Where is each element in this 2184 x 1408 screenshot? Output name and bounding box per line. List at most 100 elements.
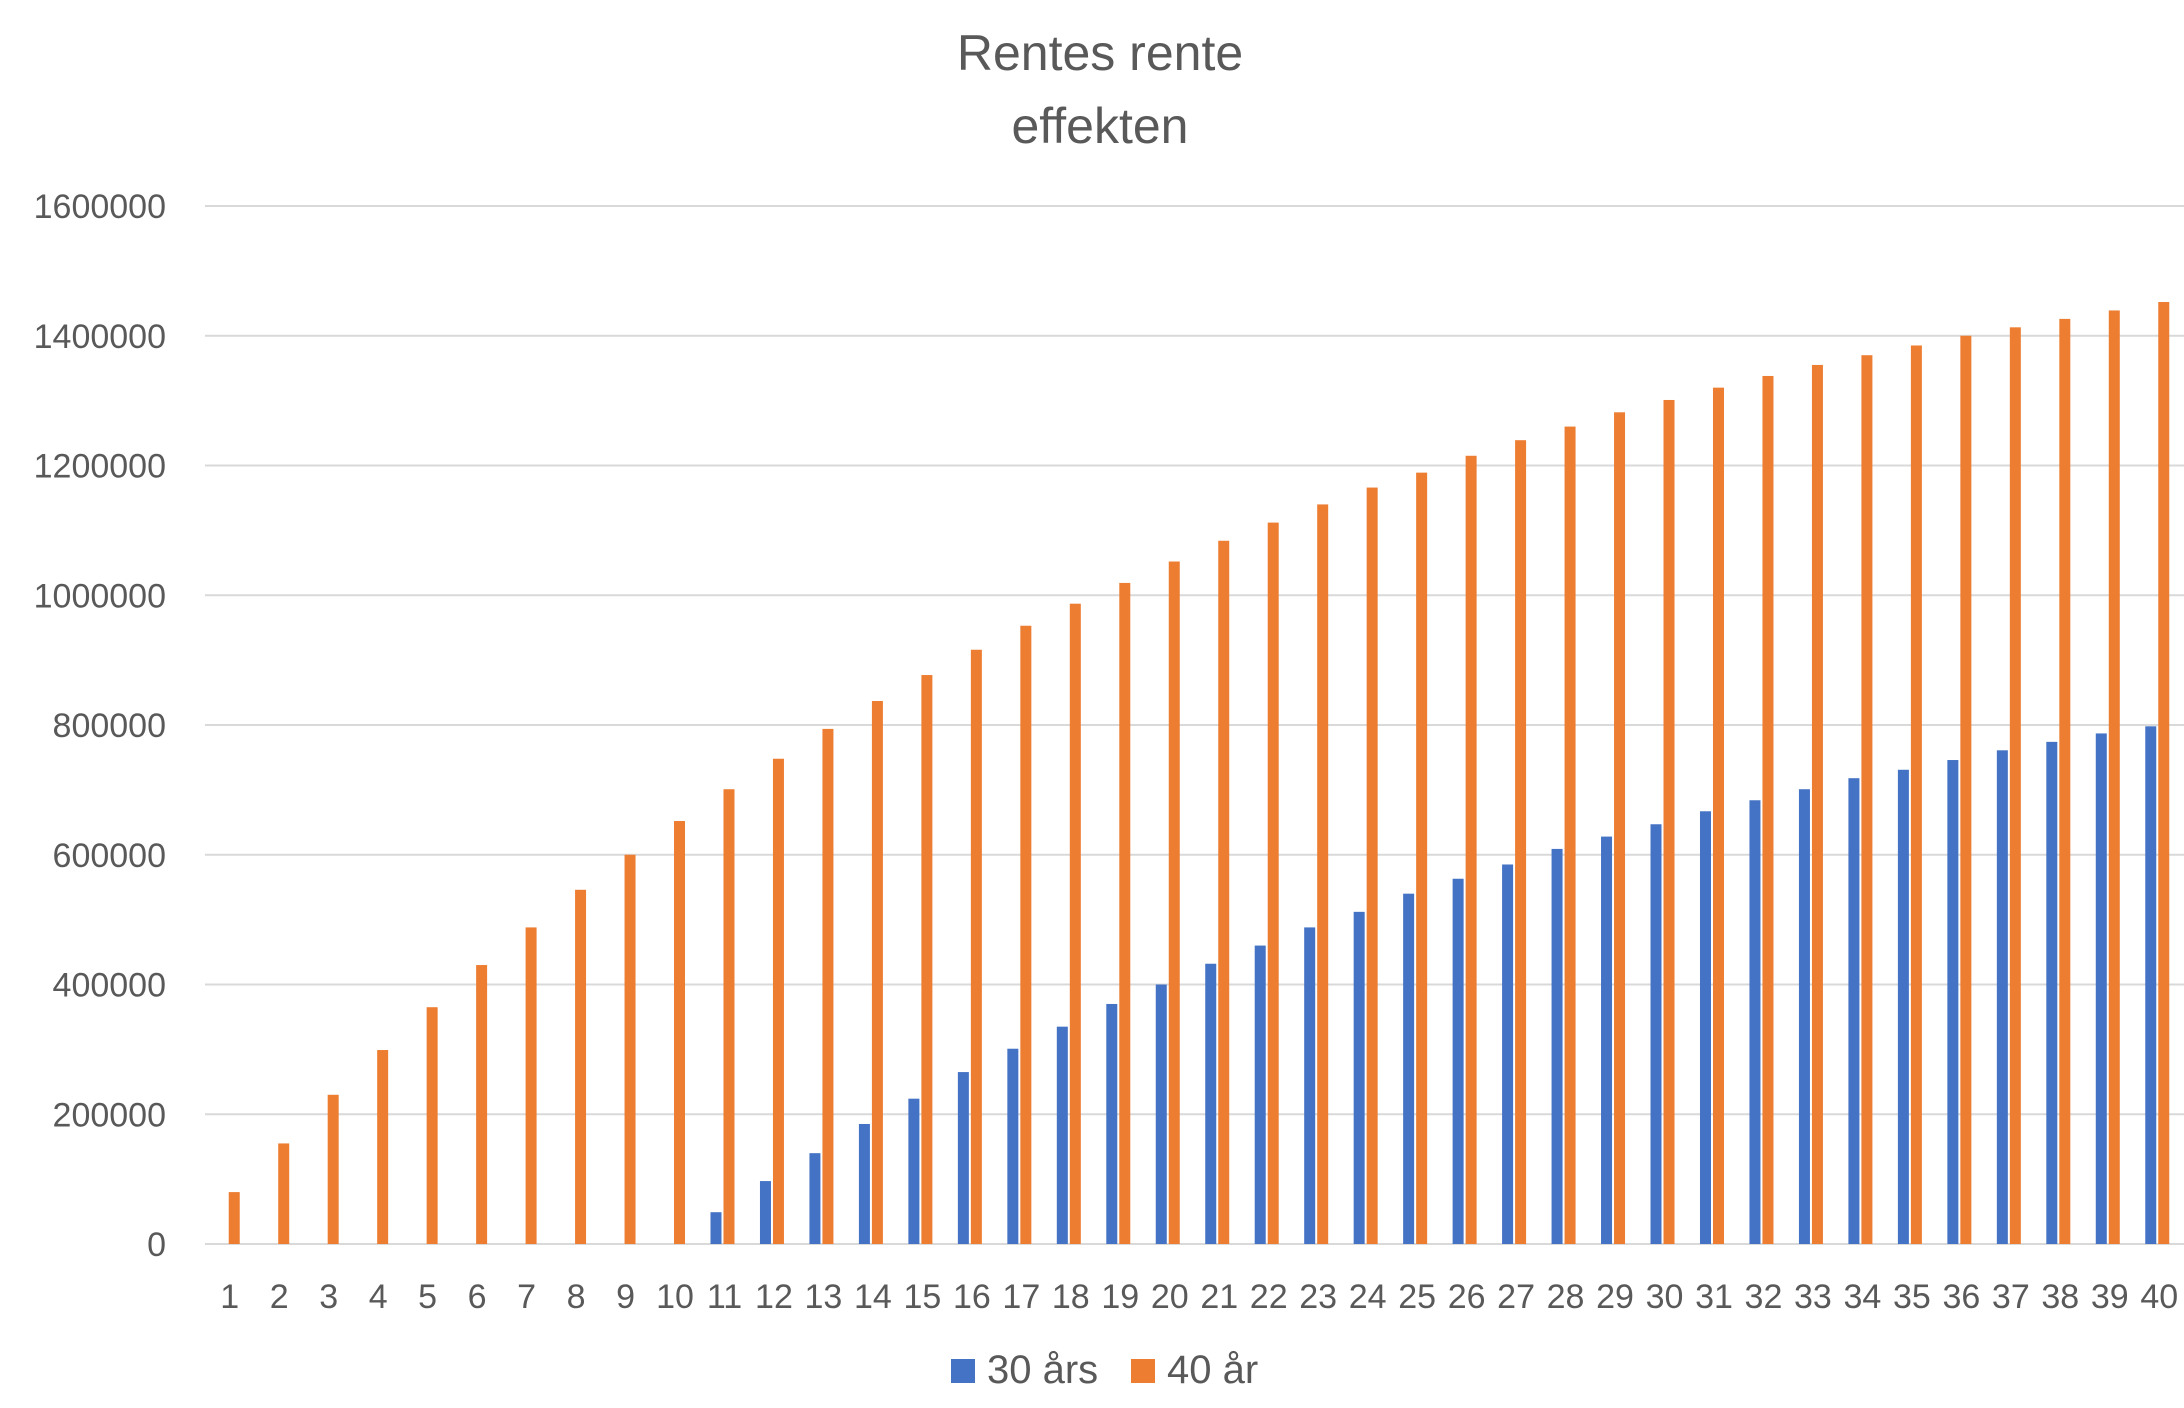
bar-40-ar-36	[1960, 335, 1972, 1244]
bar-40-ar-35	[1910, 345, 1922, 1244]
bar-30-ars-15	[908, 1098, 920, 1244]
x-tick-label: 31	[1695, 1278, 1733, 1316]
bar-30-ars-31	[1699, 811, 1711, 1244]
bar-40-ar-10	[674, 821, 686, 1244]
bar-30-ars-33	[1798, 789, 1810, 1244]
y-tick-label: 0	[147, 1226, 166, 1264]
x-tick-label: 40	[2140, 1278, 2178, 1316]
bar-40-ar-15	[921, 675, 933, 1244]
bar-40-ar-4	[377, 1050, 389, 1244]
bar-40-ar-5	[426, 1007, 438, 1244]
bar-30-ars-13	[809, 1153, 821, 1244]
x-tick-label: 1	[220, 1278, 239, 1316]
x-tick-label: 27	[1497, 1278, 1535, 1316]
bar-40-ar-14	[871, 700, 883, 1244]
x-tick-label: 2	[270, 1278, 289, 1316]
x-tick-label: 26	[1448, 1278, 1486, 1316]
x-tick-label: 28	[1547, 1278, 1585, 1316]
bar-40-ar-34	[1861, 355, 1873, 1244]
x-tick-label: 22	[1250, 1278, 1288, 1316]
bar-40-ar-6	[476, 965, 488, 1244]
bar-40-ar-29	[1614, 412, 1626, 1244]
bar-40-ar-8	[575, 889, 587, 1244]
bar-40-ar-24	[1366, 487, 1378, 1244]
x-tick-label: 25	[1398, 1278, 1436, 1316]
bar-40-ar-22	[1267, 522, 1279, 1244]
x-tick-label: 3	[319, 1278, 338, 1316]
x-tick-label: 5	[418, 1278, 437, 1316]
bar-40-ar-13	[822, 728, 834, 1244]
bar-30-ars-40	[2145, 726, 2157, 1244]
bar-30-ars-38	[2046, 741, 2058, 1244]
bar-30-ars-35	[1897, 769, 1909, 1244]
x-tick-label: 18	[1052, 1278, 1090, 1316]
bar-30-ars-19	[1106, 1003, 1118, 1244]
x-tick-label: 39	[2091, 1278, 2129, 1316]
bar-30-ars-11	[710, 1212, 722, 1244]
y-axis-tick-labels: 0 200000 400000 600000 800000 1000000 1200000 1…	[34, 188, 166, 1264]
bar-30-ars-28	[1551, 848, 1563, 1244]
bar-30-ars-14	[858, 1123, 870, 1244]
x-tick-label: 36	[1942, 1278, 1980, 1316]
x-tick-label: 20	[1151, 1278, 1189, 1316]
bar-40-ar-38	[2059, 318, 2071, 1244]
x-tick-label: 35	[1893, 1278, 1931, 1316]
x-tick-label: 29	[1596, 1278, 1634, 1316]
legend: 30 års 40 år	[951, 1348, 1258, 1392]
bar-30-ars-18	[1056, 1026, 1068, 1244]
bar-40-ar-23	[1317, 504, 1329, 1244]
bar-40-ar-31	[1712, 387, 1724, 1244]
bar-30-ars-39	[2095, 733, 2107, 1244]
x-tick-label: 17	[1002, 1278, 1040, 1316]
x-tick-label: 16	[953, 1278, 991, 1316]
bar-30-ars-22	[1254, 945, 1266, 1244]
x-tick-label: 9	[616, 1278, 635, 1316]
y-tick-label: 800000	[53, 707, 166, 745]
bar-30-ars-32	[1749, 800, 1761, 1244]
bar-40-ar-19	[1119, 582, 1131, 1244]
x-tick-label: 24	[1349, 1278, 1387, 1316]
y-tick-label: 1200000	[34, 448, 166, 486]
bar-40-ar-21	[1218, 540, 1230, 1244]
bar-30-ars-30	[1650, 824, 1662, 1244]
y-tick-label: 1400000	[34, 318, 166, 356]
x-tick-label: 33	[1794, 1278, 1832, 1316]
legend-label-30-ars: 30 års	[987, 1348, 1098, 1392]
bar-30-ars-23	[1304, 927, 1316, 1244]
bar-30-ars-24	[1353, 911, 1365, 1244]
x-tick-label: 32	[1745, 1278, 1783, 1316]
bar-30-ars-27	[1502, 864, 1514, 1244]
legend-swatch-40-ar	[1131, 1359, 1155, 1383]
bar-40-ar-12	[772, 758, 784, 1244]
gridlines	[205, 205, 2184, 1245]
y-tick-label: 400000	[53, 967, 166, 1005]
bar-30-ars-16	[957, 1072, 969, 1244]
bar-30-ars-17	[1007, 1048, 1019, 1244]
bar-30-ars-25	[1403, 893, 1415, 1244]
bar-30-ars-37	[1996, 750, 2008, 1244]
bar-40-ar-37	[2009, 327, 2021, 1244]
x-tick-label: 34	[1843, 1278, 1881, 1316]
x-tick-label: 10	[656, 1278, 694, 1316]
bar-40-ar-9	[624, 854, 636, 1244]
bar-40-ar-32	[1762, 375, 1774, 1244]
bar-40-ar-33	[1811, 364, 1823, 1245]
legend-swatch-30-ars	[951, 1359, 975, 1383]
x-tick-label: 11	[707, 1278, 742, 1316]
x-tick-label: 12	[755, 1278, 793, 1316]
bar-30-ars-20	[1155, 984, 1167, 1244]
bar-40-ar-17	[1020, 625, 1032, 1244]
bar-40-ar-25	[1416, 472, 1428, 1245]
bar-40-ar-7	[525, 927, 537, 1244]
bar-30-ars-34	[1848, 778, 1860, 1244]
x-tick-label: 13	[805, 1278, 843, 1316]
legend-label-40-ar: 40 år	[1167, 1348, 1258, 1392]
x-tick-label: 8	[567, 1278, 586, 1316]
x-tick-label: 7	[517, 1278, 536, 1316]
bar-30-ars-26	[1452, 878, 1464, 1244]
bar-40-ar-30	[1663, 399, 1675, 1244]
y-tick-label: 600000	[53, 837, 166, 875]
x-tick-label: 30	[1646, 1278, 1684, 1316]
x-tick-label: 19	[1101, 1278, 1139, 1316]
bar-40-ar-11	[723, 789, 735, 1244]
